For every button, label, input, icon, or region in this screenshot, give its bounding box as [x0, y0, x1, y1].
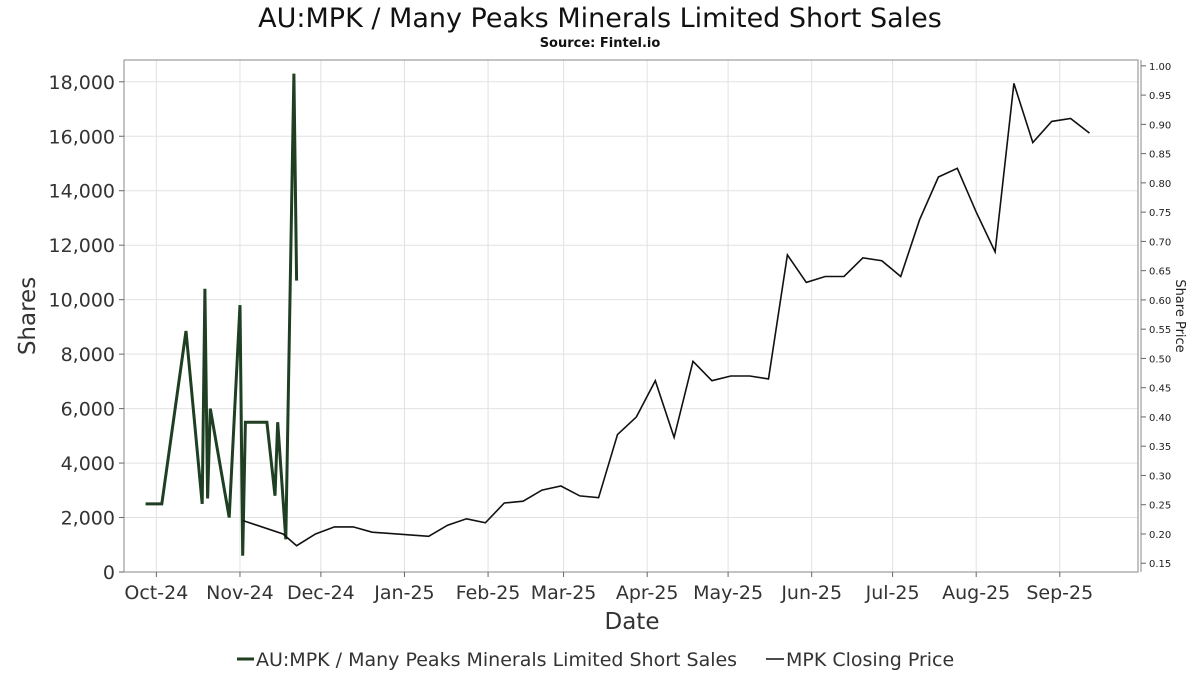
x-tick-label: Sep-25: [1026, 582, 1093, 604]
right-y-tick-label: 0.50: [1149, 354, 1171, 365]
x-tick-label: Oct-24: [124, 582, 188, 604]
x-tick-label: Jan-25: [373, 582, 434, 604]
right-y-tick-label: 0.40: [1149, 413, 1171, 424]
chart-subtitle: Source: Fintel.io: [540, 36, 661, 51]
right-y-tick-label: 0.85: [1149, 150, 1171, 161]
right-y-axis-label: Share Price: [1172, 279, 1187, 352]
right-y-tick-label: 0.35: [1149, 442, 1171, 453]
right-y-tick-label: 0.30: [1149, 471, 1171, 482]
right-y-tick-label: 0.15: [1149, 559, 1171, 570]
x-tick-label: Dec-24: [287, 582, 355, 604]
legend-label-short-sales: AU:MPK / Many Peaks Minerals Limited Sho…: [256, 649, 737, 671]
right-y-tick-label: 0.80: [1149, 179, 1171, 190]
right-y-axis-ticks: 0.15 0.20 0.25 0.30 0.35 0.40 0.45 0.50 0.55 0.60…: [1141, 62, 1171, 570]
left-y-tick-label: 18,000: [49, 72, 115, 94]
legend-label-closing-price: MPK Closing Price: [786, 649, 954, 671]
x-tick-label: Apr-25: [616, 582, 679, 604]
legend: AU:MPK / Many Peaks Minerals Limited Sho…: [237, 649, 954, 671]
left-y-tick-label: 10,000: [49, 290, 115, 312]
right-y-tick-label: 0.65: [1149, 267, 1171, 278]
closing-price-series-line: [242, 83, 1090, 547]
right-y-tick-label: 0.20: [1149, 530, 1171, 541]
y-axis-label: Shares: [15, 277, 41, 355]
left-y-tick-label: 16,000: [49, 126, 115, 148]
left-y-axis-ticks: 0 2,000 4,000 6,000 8,000 10,000 12,000 14,000 1…: [49, 72, 124, 584]
left-y-tick-label: 4,000: [61, 453, 115, 475]
x-tick-label: May-25: [693, 582, 763, 604]
x-axis-label: Date: [605, 609, 660, 635]
left-y-tick-label: 12,000: [49, 235, 115, 257]
left-y-tick-label: 14,000: [49, 181, 115, 203]
x-tick-label: Mar-25: [531, 582, 597, 604]
x-tick-label: Aug-25: [942, 582, 1010, 604]
right-y-tick-label: 0.95: [1149, 91, 1171, 102]
right-y-tick-label: 0.25: [1149, 501, 1171, 512]
left-y-tick-label: 8,000: [61, 344, 115, 366]
short-sales-series-line: [145, 73, 299, 556]
x-axis-ticks: Oct-24 Nov-24 Dec-24 Jan-25 Feb-25 Mar-25 Apr-…: [124, 572, 1093, 604]
x-tick-label: Feb-25: [456, 582, 521, 604]
right-y-tick-label: 0.75: [1149, 208, 1171, 219]
right-y-tick-label: 0.55: [1149, 325, 1171, 336]
left-y-tick-label: 6,000: [61, 399, 115, 421]
series-lines: [145, 73, 1090, 556]
left-y-tick-label: 2,000: [61, 508, 115, 530]
right-y-tick-label: 1.00: [1149, 62, 1171, 73]
x-tick-label: Jul-25: [865, 582, 920, 604]
right-y-tick-label: 0.60: [1149, 296, 1171, 307]
x-tick-label: Nov-24: [206, 582, 274, 604]
right-y-tick-label: 0.90: [1149, 120, 1171, 131]
right-y-tick-label: 0.45: [1149, 384, 1171, 395]
right-y-tick-label: 0.70: [1149, 237, 1171, 248]
x-tick-label: Jun-25: [780, 582, 842, 604]
left-y-tick-label: 0: [103, 562, 115, 584]
grid-lines: [124, 60, 1138, 573]
chart-title: AU:MPK / Many Peaks Minerals Limited Sho…: [258, 3, 942, 34]
plot-area-frame: [123, 59, 1139, 573]
